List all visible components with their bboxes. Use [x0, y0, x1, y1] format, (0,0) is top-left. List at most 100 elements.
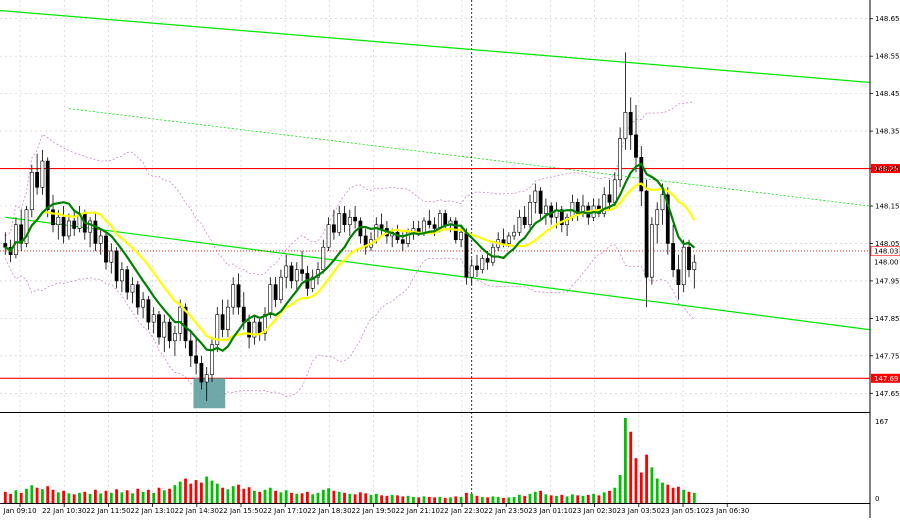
volume-bar [560, 494, 564, 503]
volume-bar [512, 496, 516, 503]
candle-body [475, 265, 479, 270]
volume-bar [380, 495, 383, 503]
candle-body [300, 269, 305, 274]
candle-body [268, 284, 273, 315]
volume-bar [369, 494, 373, 503]
time-tick-label: 22 Jan 18:30 [307, 507, 351, 515]
time-tick-label: 22 Jan 21:10 [396, 507, 440, 515]
last-price-label: 148.00 [874, 259, 899, 267]
candle-body [231, 284, 236, 308]
price-tick-label: 148.05 [875, 240, 900, 248]
volume-bar [661, 482, 664, 503]
bollinger-lower [4, 244, 695, 402]
volume-bar [321, 489, 325, 503]
volume-bar [364, 493, 368, 503]
volume-bar [78, 492, 81, 503]
volume-bar [639, 472, 643, 503]
time-tick-label: 23 Jan 06:30 [705, 507, 749, 515]
axes [0, 0, 871, 518]
volume-bar [491, 496, 495, 503]
volume-bar [237, 484, 240, 503]
time-tick-label: 22 Jan 17:10 [263, 507, 307, 515]
candle-body [506, 235, 511, 244]
time-tick-label: 22 Jan 15:50 [219, 507, 263, 515]
time-tick-label: 22 Jan 19:50 [351, 507, 395, 515]
time-tick-label: 23 Jan 01:10 [528, 507, 572, 515]
volume-bar [343, 492, 346, 503]
candle-body [3, 243, 8, 248]
candle-body [660, 194, 665, 211]
candle-body [289, 265, 294, 282]
volume-bar [443, 497, 447, 503]
bollinger-upper [5, 101, 695, 276]
price-tick-label: 147.75 [875, 352, 900, 360]
volume-bar [205, 476, 209, 503]
volume-bar [666, 484, 670, 503]
candle-body [427, 220, 432, 226]
candle-body [612, 179, 617, 203]
candle-body [353, 216, 358, 222]
candle-body [263, 314, 267, 334]
volume-bar [14, 490, 18, 503]
candle-body [135, 284, 140, 308]
candle-body [114, 250, 119, 282]
time-tick-label: 22 Jan 10:30 [42, 507, 86, 515]
volume-bar [332, 490, 336, 503]
volume-bar [396, 495, 399, 503]
candle-body [623, 112, 628, 139]
volume-bar [136, 488, 140, 503]
volume-bar [152, 492, 156, 503]
volume-bar [125, 490, 129, 503]
volume-bar [157, 487, 161, 503]
volume-bar [390, 494, 394, 503]
candle-body [464, 231, 469, 278]
volume-bar [650, 467, 654, 503]
grid-layer [0, 0, 873, 507]
candle-body [61, 216, 66, 237]
volume-bar [311, 494, 315, 503]
candle-body [326, 224, 331, 248]
volume-bar [655, 478, 659, 503]
volume-bar [454, 496, 458, 503]
candle-body [173, 333, 177, 342]
volume-bar [533, 491, 537, 503]
candle-body [337, 213, 342, 233]
candle-body [125, 269, 130, 293]
level-label-bg [871, 373, 900, 383]
candle-body [512, 231, 517, 237]
candle-body [310, 276, 315, 289]
moving-averages [4, 162, 696, 352]
volume-bar [30, 485, 34, 503]
candle-body [437, 213, 442, 229]
candle-body [109, 250, 114, 263]
volume-bar [247, 487, 251, 503]
volume-bar [72, 494, 76, 503]
volume-bar [592, 493, 595, 503]
volume-bar [549, 495, 553, 503]
volume-bar [459, 496, 463, 503]
candle-body [639, 157, 644, 192]
volume-bar [306, 491, 309, 503]
candle-body [151, 314, 156, 323]
volume-bar [502, 497, 505, 503]
candle-body [687, 246, 691, 270]
volume-bar [618, 475, 622, 503]
candle-body [400, 239, 405, 244]
time-tick-label: 22 Jan 13:10 [130, 507, 174, 515]
candle-body [284, 265, 289, 278]
volume-bar [507, 497, 511, 503]
candle-body [618, 138, 623, 181]
trend-channel-line [0, 9, 870, 83]
candle-body [257, 321, 262, 334]
volume-bar [274, 490, 277, 503]
candle-body [220, 314, 225, 330]
candle-body [443, 213, 448, 226]
candle-body [321, 246, 326, 270]
candle-body [236, 284, 241, 308]
volume-bar [168, 488, 171, 503]
candle-body [14, 224, 18, 255]
volume-bar [422, 496, 426, 503]
bollinger-bands [4, 101, 695, 402]
volume-bar [242, 488, 246, 503]
